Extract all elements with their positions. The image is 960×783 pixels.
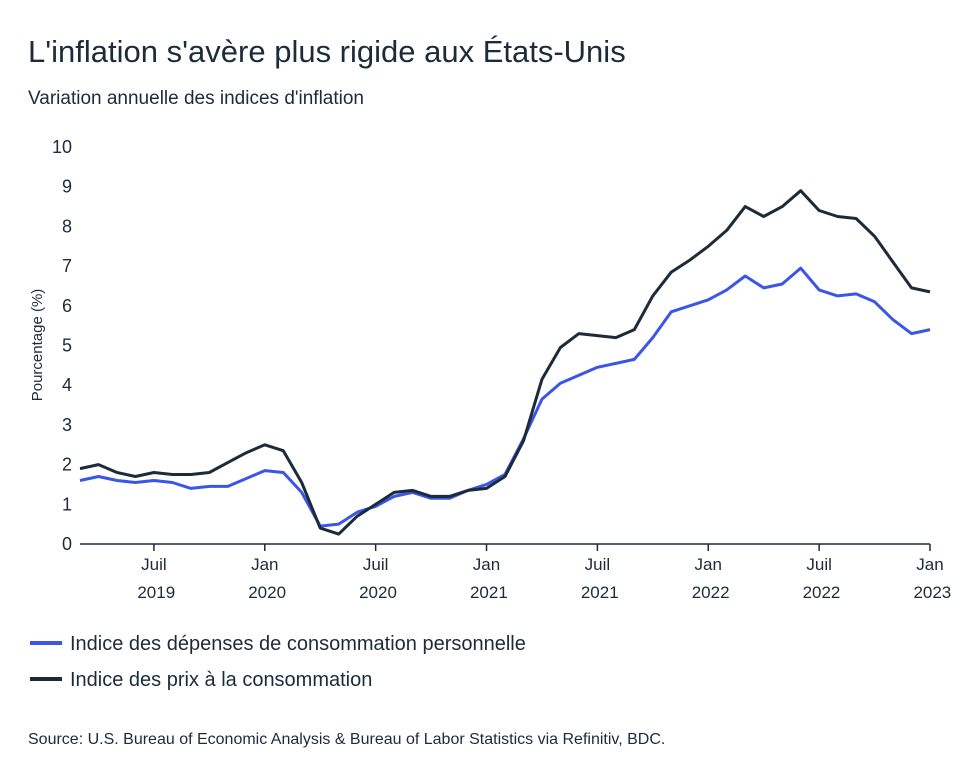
x-tick-label: Jan 2022	[687, 555, 730, 602]
x-tick-label: Juil 2019	[133, 555, 176, 602]
y-axis-label: Pourcentage (%)	[29, 289, 46, 402]
chart-subtitle: Variation annuelle des indices d'inflati…	[28, 88, 364, 109]
legend-label: Indice des dépenses de consommation pers…	[70, 633, 526, 655]
y-tick-label: 6	[62, 296, 72, 316]
x-tick-label: Juil 2022	[798, 555, 841, 602]
x-tick-label: Juil 2020	[354, 555, 397, 602]
y-tick-label: 3	[62, 415, 72, 435]
series-line	[79, 189, 931, 536]
x-tick-label: Jan 2021	[465, 555, 508, 602]
y-tick-label: 1	[62, 494, 72, 514]
x-tick-label: Jan 2020	[244, 555, 287, 602]
y-tick-label: 10	[52, 137, 72, 157]
y-tick-label: 0	[62, 534, 72, 554]
y-tick-label: 8	[62, 216, 72, 236]
y-tick-label: 5	[62, 336, 72, 356]
y-tick-label: 4	[62, 375, 72, 395]
y-tick-label: 9	[62, 177, 72, 197]
legend-label: Indice des prix à la consommation	[70, 669, 372, 691]
chart-title: L'inflation s'avère plus rigide aux État…	[28, 34, 626, 69]
source-note: Source: U.S. Bureau of Economic Analysis…	[28, 731, 665, 748]
x-tick-label: Jan 2023	[909, 555, 952, 602]
y-tick-label: 7	[62, 256, 72, 276]
x-tick-label: Juil 2021	[576, 555, 619, 602]
y-tick-label: 2	[62, 455, 72, 475]
series-line	[79, 266, 931, 528]
